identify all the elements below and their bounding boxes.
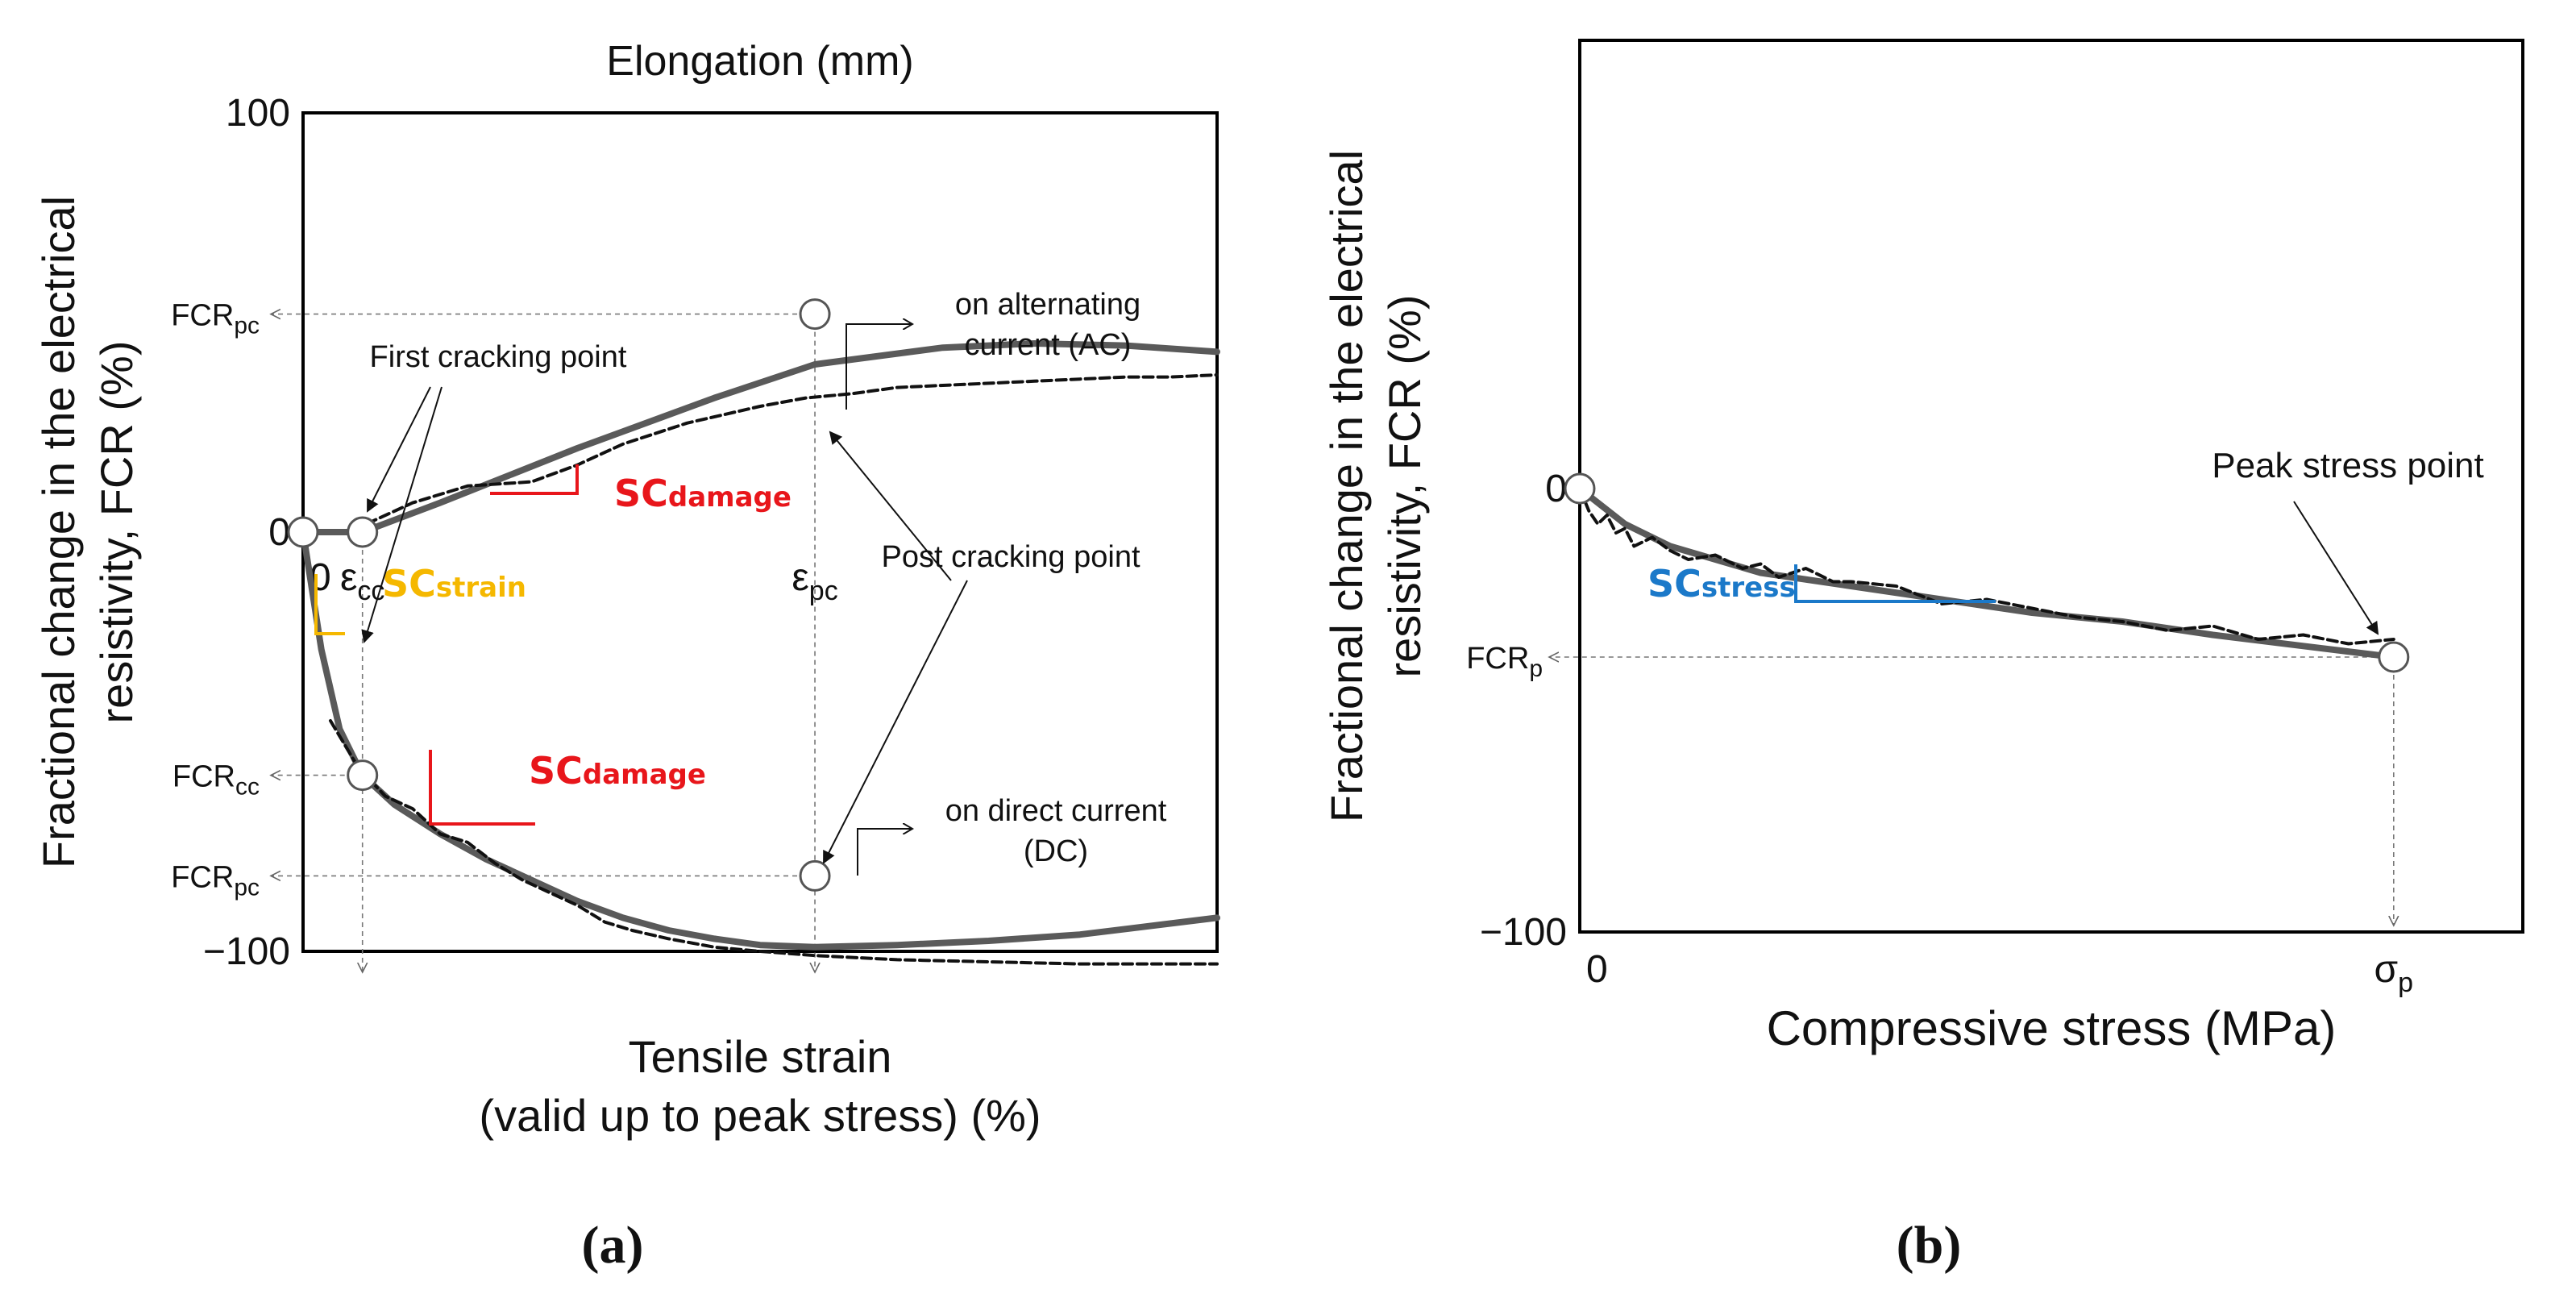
on-ac-line1: on alternating xyxy=(955,288,1141,322)
on-dc-line2: (DC) xyxy=(1024,834,1088,868)
point-peak xyxy=(2378,641,2410,673)
x-axis-title-line1: Tensile strain xyxy=(629,1031,892,1082)
ac-callout-line xyxy=(846,324,912,410)
y-axis-title: Fractional change in the electrical resi… xyxy=(33,196,142,868)
fcr-labels: FCRpc FCRcc FCRpc xyxy=(171,299,260,901)
first-cracking-annotation: First cracking point xyxy=(370,340,627,374)
point-post-crack-ac xyxy=(799,298,831,331)
post-cracking-annotation: Post cracking point xyxy=(881,540,1140,574)
point-first-crack-dc xyxy=(347,759,379,792)
sc-stress-triangle xyxy=(1794,564,1996,603)
y-tick-label: −100 xyxy=(203,930,290,973)
y-tick-label: 0 xyxy=(1545,468,1567,510)
fcr-label: FCRp xyxy=(1466,642,1543,682)
top-axis-title: Elongation (mm) xyxy=(606,38,913,85)
on-ac-line2: current (AC) xyxy=(965,328,1132,362)
sc-damage-dc-triangle xyxy=(429,750,535,826)
x-tick-label: εpc xyxy=(791,556,837,606)
x-axis-title-line2: (valid up to peak stress) (%) xyxy=(479,1090,1041,1141)
sc-damage-dc-label: SCdamage xyxy=(529,749,706,793)
x-tick-label: 0 xyxy=(1586,948,1608,991)
y-axis-title-line1: Fractional change in the electrical xyxy=(33,196,84,868)
point-origin xyxy=(1564,472,1596,505)
sc-strain-triangle xyxy=(314,574,345,635)
fcr-label: FCRpc xyxy=(171,299,260,339)
series-group xyxy=(1577,485,2397,660)
post-cracking-arrow-dc xyxy=(823,580,968,864)
post-cracking-arrow-ac xyxy=(829,431,952,581)
peak-stress-annotation: Peak stress point xyxy=(2212,446,2484,485)
series-group xyxy=(300,340,1220,966)
x-tick-labels: 0 σp xyxy=(1586,948,2413,998)
series-line-ac_measured xyxy=(365,373,1219,526)
peak-stress-arrow xyxy=(2293,501,2379,635)
first-cracking-arrow-dc xyxy=(361,386,442,643)
fcr-label: FCRcc xyxy=(172,760,260,801)
fcr-label: FCRpc xyxy=(171,860,260,901)
dc-callout-line xyxy=(857,829,912,876)
x-axis-title: Compressive stress (MPa) xyxy=(1767,1001,2337,1055)
guide-lines xyxy=(1549,657,2394,926)
y-axis-title-line2: resistivity, FCR (%) xyxy=(1379,295,1430,678)
guide-lines xyxy=(271,314,815,972)
plot-frame xyxy=(1578,39,2524,934)
first-cracking-arrow-ac xyxy=(367,386,431,513)
y-axis-title-line2: resistivity, FCR (%) xyxy=(91,341,142,724)
panel-b: 0 −100 FCRp 0 σp SCstress Peak stress poin… xyxy=(1321,39,2524,1275)
y-tick-label: 0 xyxy=(268,511,290,554)
sc-stress-label: SCstress xyxy=(1647,562,1796,605)
panel-b-label: (b) xyxy=(1897,1216,1962,1275)
panel-a-label: (a) xyxy=(582,1216,644,1275)
point-post-crack-dc xyxy=(799,859,831,892)
marker-points xyxy=(287,298,831,892)
on-dc-line1: on direct current xyxy=(945,794,1167,828)
y-tick-labels: 100 0 −100 xyxy=(203,92,290,973)
sc-strain-label: SCstrain xyxy=(382,562,526,605)
sc-damage-ac-triangle xyxy=(490,464,579,495)
y-axis-title-line1: Fractional change in the electrical xyxy=(1321,150,1372,822)
marker-points xyxy=(1564,472,2410,673)
series-line-measured xyxy=(1578,487,2395,646)
y-tick-labels: 0 −100 xyxy=(1480,468,1567,954)
y-axis-title: Fractional change in the electrical resi… xyxy=(1321,150,1430,822)
fcr-label: FCRp xyxy=(1466,642,1543,682)
y-tick-label: 100 xyxy=(226,92,290,135)
point-origin xyxy=(287,516,319,548)
series-line-dc_measured xyxy=(329,719,1219,966)
x-tick-label: σp xyxy=(2374,948,2414,998)
y-tick-label: −100 xyxy=(1480,911,1567,954)
sc-damage-ac-label: SCdamage xyxy=(614,472,791,515)
point-first-crack-ac xyxy=(347,516,379,548)
